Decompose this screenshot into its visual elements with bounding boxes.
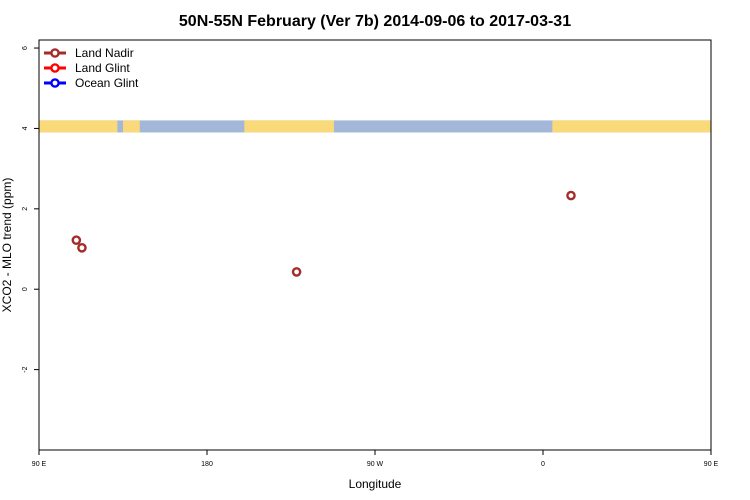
- legend-marker: [50, 48, 60, 58]
- land-band: [244, 120, 334, 133]
- y-axis: -2 0 2 4 6: [22, 46, 39, 373]
- legend-label: Land Glint: [75, 61, 130, 75]
- y-tick-label: -2: [22, 366, 29, 372]
- y-tick-label: 6: [22, 46, 29, 50]
- x-tick-label: 180: [201, 461, 213, 468]
- land-band: [39, 120, 118, 133]
- data-point: [291, 267, 302, 277]
- legend-marker: [50, 63, 60, 73]
- y-tick-label: 4: [22, 126, 29, 130]
- x-tick-label: 0: [541, 461, 545, 468]
- x-axis: 90 E 180 90 W 0 90 E: [32, 450, 719, 468]
- legend-label: Ocean Glint: [75, 76, 139, 90]
- x-tick-label: 90 E: [704, 461, 719, 468]
- legend-marker: [50, 78, 60, 88]
- land-band: [123, 120, 140, 133]
- legend-label: Land Nadir: [75, 46, 134, 60]
- data-point: [77, 243, 87, 253]
- y-tick-label: 2: [22, 207, 29, 211]
- land-band: [552, 120, 711, 133]
- plot-frame: [38, 39, 712, 451]
- y-axis-label: XCO2 - MLO trend (ppm): [0, 178, 14, 313]
- map-strip: [39, 120, 711, 133]
- x-tick-label: 90 W: [367, 461, 384, 468]
- x-tick-label: 90 E: [32, 461, 47, 468]
- ocean-band: [39, 120, 711, 133]
- y-tick-label: 0: [22, 287, 29, 291]
- x-axis-label: Longitude: [349, 477, 402, 491]
- data-points: [71, 190, 576, 277]
- chart-title: 50N-55N February (Ver 7b) 2014-09-06 to …: [179, 13, 571, 30]
- data-point: [566, 190, 576, 201]
- data-point: [71, 235, 82, 245]
